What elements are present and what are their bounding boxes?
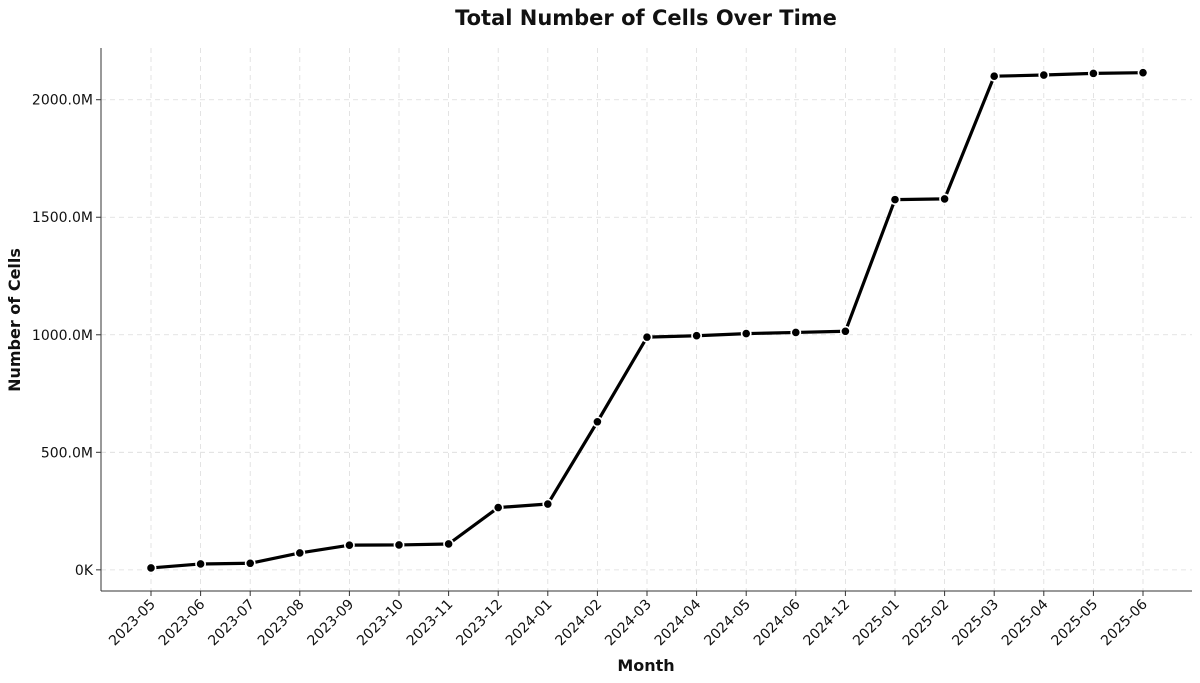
x-tick-label: 2023-11 [404,597,457,650]
data-point [889,194,901,206]
data-point [195,558,206,570]
x-tick-label: 2025-03 [949,597,1002,650]
x-tick-label: 2023-08 [255,597,308,650]
data-point [840,325,851,337]
y-tick-label: 0K [75,563,94,579]
x-tick-label: 2024-06 [751,596,804,649]
y-tick-label: 2000.0M [32,93,93,109]
chart-title: Total Number of Cells Over Time [455,6,837,30]
x-tick-label: 2023-12 [453,597,506,650]
y-tick-label: 1000.0M [32,328,93,344]
data-point [790,327,802,338]
x-tick-label: 2025-01 [850,597,903,650]
y-axis-label: Number of Cells [5,248,24,392]
x-tick-label: 2024-03 [602,597,655,650]
grid-lines [101,48,1192,591]
series-group [145,67,1149,574]
x-tick-label: 2023-07 [205,597,258,650]
data-point [443,538,454,550]
y-tick-label: 1500.0M [32,210,93,226]
x-tick-label: 2025-02 [900,597,953,650]
x-tick-label: 2024-02 [553,597,606,650]
x-axis-label: Month [617,656,674,675]
data-point [592,416,603,428]
x-tick-label: 2025-04 [999,596,1052,649]
x-tick-label: 2024-04 [652,596,705,649]
x-tick-label: 2023-06 [156,596,209,649]
data-point [492,502,504,513]
y-axis-ticks: 0K 500.0M 1000.0M 1500.0M 2000.0M [32,93,101,579]
x-tick-label: 2024-01 [503,597,556,650]
data-point [145,562,157,574]
data-point [1038,69,1050,81]
data-point [641,331,653,343]
data-point [1088,67,1099,79]
data-point [542,498,554,510]
x-tick-label: 2024-05 [701,597,754,650]
axes [100,48,1192,592]
y-tick-label: 500.0M [41,445,93,461]
data-point [244,557,256,569]
data-point [939,193,950,205]
x-tick-label: 2024-12 [801,597,854,650]
data-point [343,539,355,551]
x-tick-label: 2025-06 [1098,596,1151,649]
x-axis-ticks: 2023-052023-062023-072023-082023-092023-… [106,591,1151,649]
x-tick-label: 2023-05 [106,597,159,650]
data-point [393,539,405,551]
data-point [1137,67,1149,79]
x-tick-label: 2023-09 [305,597,358,650]
data-point [988,70,1000,82]
x-tick-label: 2023-10 [354,597,407,650]
data-point [691,330,702,342]
x-tick-label: 2025-05 [1049,597,1102,650]
data-point [294,547,306,559]
data-point [740,328,752,340]
